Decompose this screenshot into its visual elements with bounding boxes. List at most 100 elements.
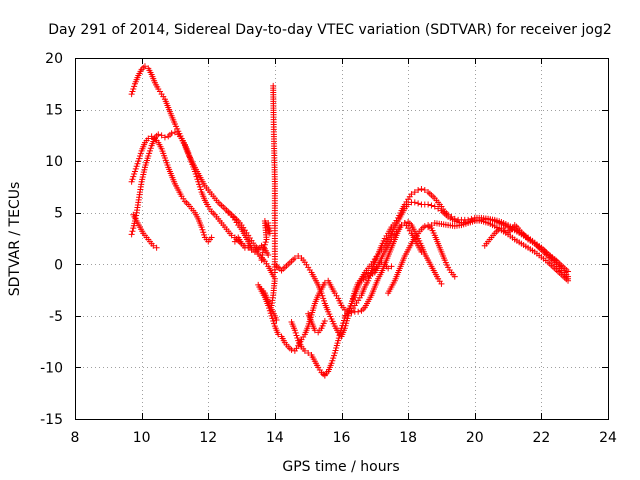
data-point <box>146 150 153 157</box>
data-point <box>294 335 301 342</box>
data-point <box>195 178 202 185</box>
series-track-k <box>341 220 425 319</box>
data-point <box>191 168 198 175</box>
data-point <box>145 152 152 159</box>
data-point <box>291 327 298 334</box>
data-point <box>431 203 438 210</box>
data-point <box>200 229 207 236</box>
data-point <box>418 248 425 255</box>
y-tick-label: 5 <box>54 206 63 222</box>
data-point <box>273 316 280 323</box>
data-point <box>130 173 137 180</box>
series-track-q <box>270 82 278 276</box>
data-point <box>135 158 142 165</box>
data-point <box>129 88 136 95</box>
data-point <box>136 152 143 159</box>
data-point <box>271 269 278 276</box>
data-point <box>168 130 175 137</box>
data-point <box>194 176 201 183</box>
data-point <box>145 135 152 142</box>
data-point <box>345 310 352 317</box>
data-point <box>328 360 335 367</box>
data-point <box>411 199 418 206</box>
x-tick-label: 22 <box>532 430 550 446</box>
data-point <box>288 346 295 353</box>
data-point <box>275 331 282 338</box>
data-point <box>201 231 208 238</box>
series-track-c <box>128 133 215 245</box>
grid-lines <box>75 58 608 419</box>
data-point <box>150 242 157 249</box>
y-tick-label: -15 <box>40 412 63 428</box>
series-track-f <box>255 185 572 354</box>
data-point <box>425 224 432 231</box>
data-point <box>405 201 412 208</box>
data-point <box>348 309 355 316</box>
data-point <box>378 259 385 266</box>
data-point <box>128 178 135 185</box>
data-point <box>293 332 300 339</box>
data-point <box>415 187 422 194</box>
data-point <box>265 252 272 259</box>
x-tick-label: 16 <box>333 430 351 446</box>
data-point <box>428 222 435 229</box>
data-point <box>158 132 165 139</box>
data-point <box>291 255 298 262</box>
data-point <box>321 297 328 304</box>
data-point <box>196 181 203 188</box>
data-point <box>340 320 347 327</box>
series-track-h <box>321 199 572 378</box>
data-point <box>341 306 348 313</box>
data-point <box>418 185 425 192</box>
data-point <box>425 201 432 208</box>
data-point <box>192 171 199 178</box>
x-axis-label: GPS time / hours <box>282 459 399 475</box>
data-point <box>225 209 232 216</box>
data-point <box>141 63 148 70</box>
data-point <box>129 176 136 183</box>
axis-ticks: 8 10 12 14 16 18 20 22 24 20 15 10 5 0 -5 -10 -15 <box>40 51 617 446</box>
data-point <box>199 226 206 233</box>
data-point <box>129 228 136 235</box>
data-point <box>263 236 270 243</box>
data-point <box>565 268 572 275</box>
series-track-g <box>271 218 445 340</box>
data-point <box>208 234 215 241</box>
data-point <box>198 224 205 231</box>
data-point <box>295 253 302 260</box>
data-point <box>339 322 346 329</box>
data-point <box>340 317 347 324</box>
data-point <box>451 273 458 280</box>
series-track-l <box>385 222 458 297</box>
x-tick-label: 10 <box>133 430 151 446</box>
data-point <box>161 134 168 141</box>
data-point <box>228 232 235 239</box>
x-tick-label: 8 <box>71 430 80 446</box>
data-point <box>411 189 418 196</box>
data-point <box>388 263 395 270</box>
data-point <box>318 290 325 297</box>
data-point <box>331 352 338 359</box>
data-point <box>415 200 422 207</box>
y-tick-label: -10 <box>40 360 63 376</box>
data-point <box>565 275 572 282</box>
data-point <box>495 227 502 234</box>
data-point <box>271 320 278 327</box>
data-point <box>355 308 362 315</box>
data-point <box>262 239 269 246</box>
data-point <box>193 173 200 180</box>
data-point <box>147 145 154 152</box>
data-point <box>132 165 139 172</box>
series-track-b <box>128 129 252 251</box>
data-point <box>146 147 153 154</box>
data-points <box>128 63 572 379</box>
y-tick-label: 0 <box>54 257 63 273</box>
data-point <box>130 85 137 92</box>
x-tick-label: 14 <box>266 430 284 446</box>
series-track-p <box>231 234 280 323</box>
data-point <box>321 318 328 325</box>
data-point <box>329 357 336 364</box>
data-point <box>341 312 348 319</box>
data-point <box>270 318 277 325</box>
